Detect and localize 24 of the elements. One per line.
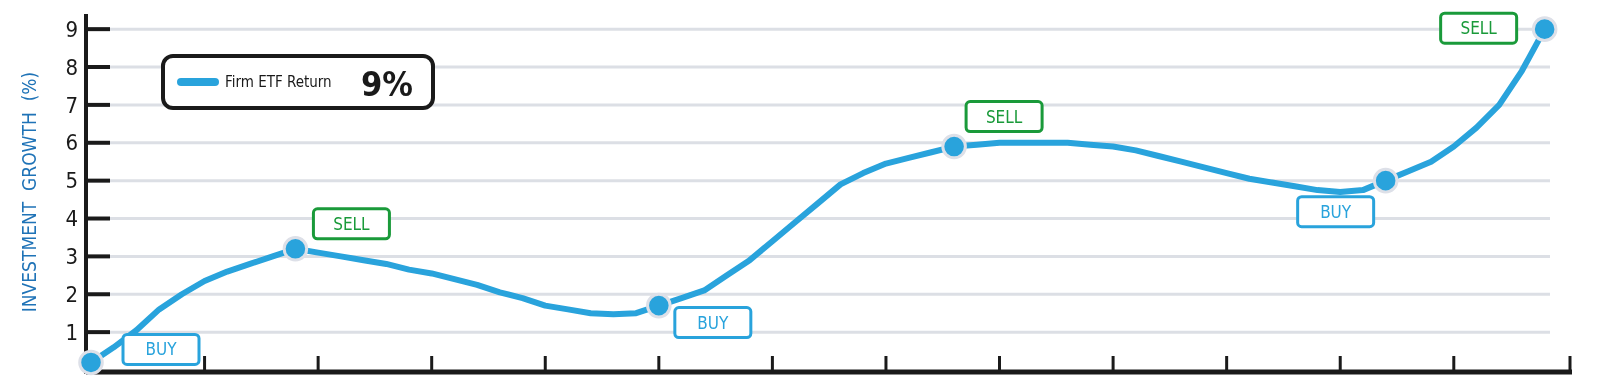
y-tick-label: 6 xyxy=(65,130,78,156)
y-tick-label: 4 xyxy=(65,206,78,232)
annotation: SELL xyxy=(1460,18,1498,39)
annotation: 9% xyxy=(361,63,413,104)
y-tick-label: 8 xyxy=(65,54,78,80)
y-tick-label: 5 xyxy=(65,168,78,194)
point xyxy=(1372,167,1399,194)
annotation: SELL xyxy=(985,106,1023,127)
annotation: BUY xyxy=(1320,201,1352,222)
y-axis-title: INVESTMENT GROWTH (%) xyxy=(18,71,40,313)
point xyxy=(78,349,104,376)
point xyxy=(941,133,967,160)
annotation: BUY xyxy=(697,312,729,333)
point xyxy=(1531,16,1558,42)
point xyxy=(646,292,672,319)
y-tick-label: 3 xyxy=(65,244,78,270)
legend-label: Firm ETF Return xyxy=(225,73,332,92)
y-tick-label: 2 xyxy=(65,281,78,307)
y-tick-label: 9 xyxy=(65,16,78,42)
point xyxy=(282,236,309,262)
annotation: SELL xyxy=(333,213,371,234)
annotation: BUY xyxy=(145,339,178,360)
y-tick-label: 7 xyxy=(65,92,78,118)
y-tick-label: 1 xyxy=(65,319,78,345)
